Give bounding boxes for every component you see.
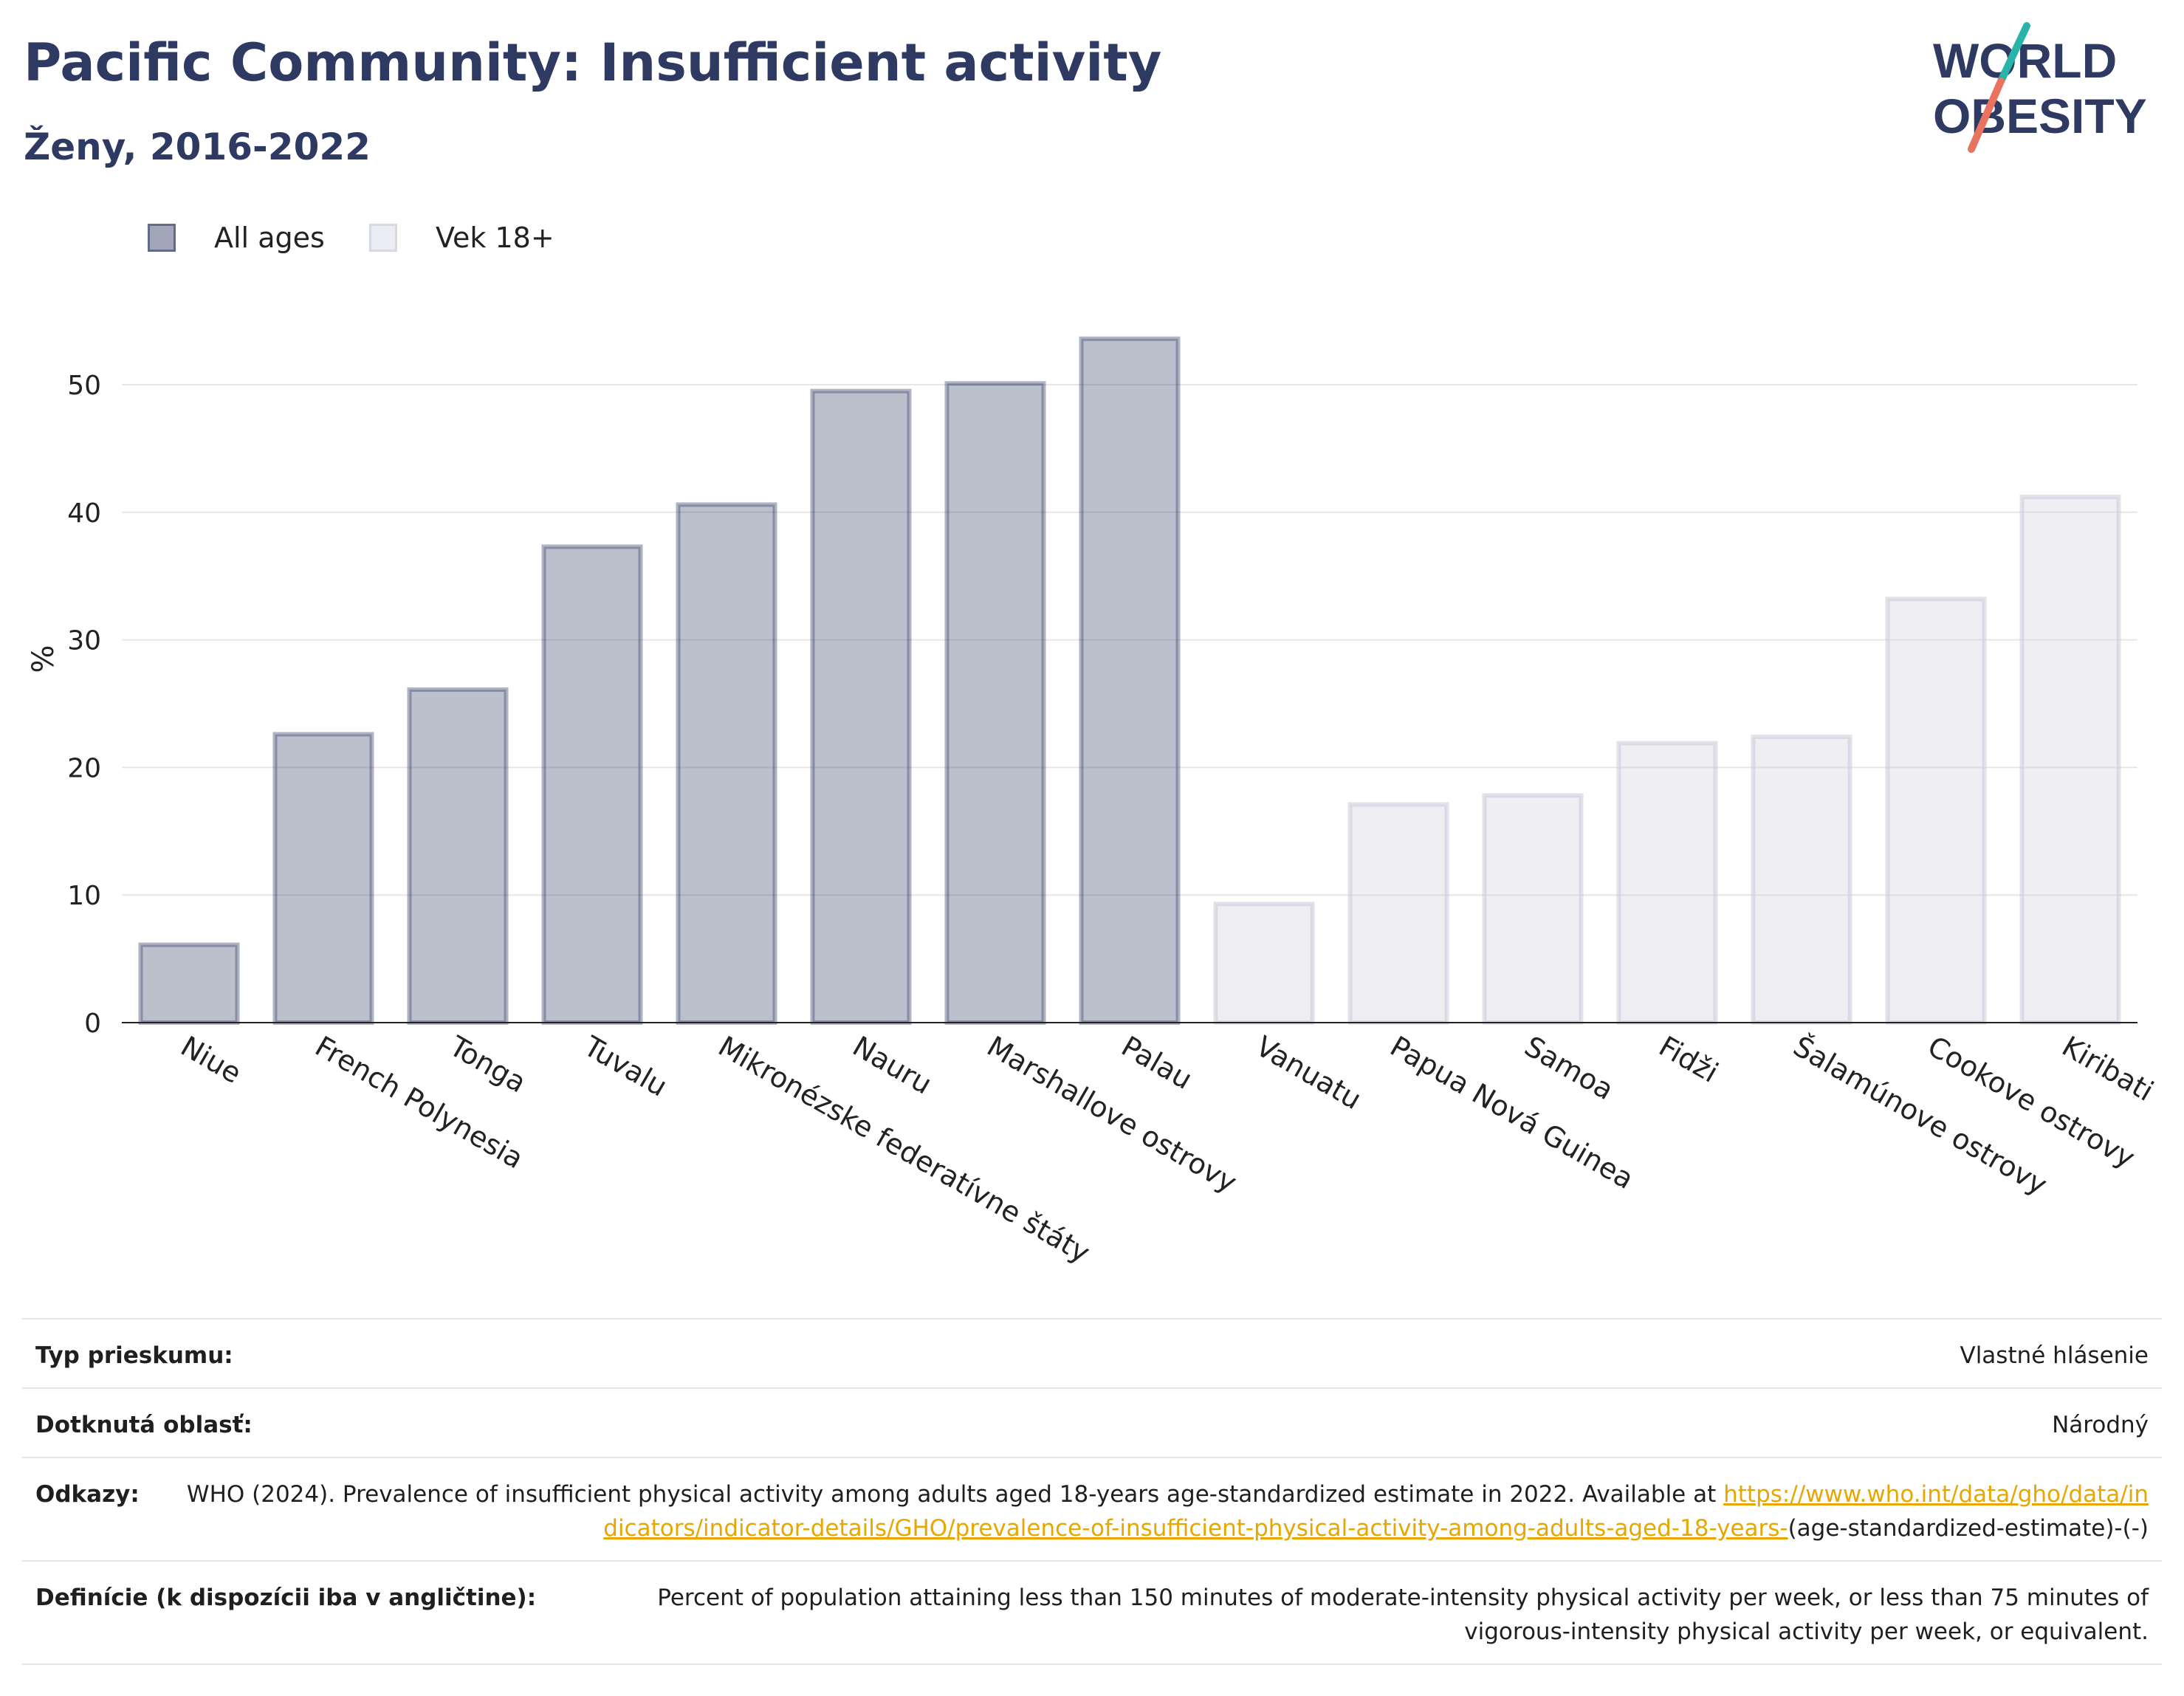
bar-marshallove-ostrovy [944,381,1046,1025]
world-obesity-logo: WORLD OBESITY [1933,22,2147,153]
bar-samoa [1482,793,1584,1026]
x-tick-label-10: Samoa [1519,1030,1619,1107]
bar-kiribati [2019,495,2121,1025]
x-tick-label-14: Kiribati [2057,1030,2160,1108]
legend-label-vek-18: Vek 18+ [436,222,554,254]
references-text: WHO (2024). Prevalence of insufficient p… [186,1481,1724,1508]
logo-line-2: OBESITY [1933,89,2147,143]
bar-palau [1079,336,1181,1025]
x-tick-label-2: Tonga [444,1029,532,1099]
x-tick-label-8: Vanuatu [1251,1030,1367,1116]
bar-mikron-zske-federat-vne-t-ty [676,502,777,1025]
bar-fid-i [1616,741,1718,1025]
x-tick-label-9: Papua Nová Guinea [1385,1030,1640,1195]
x-tick-label-12: Šalamúnove ostrovy [1788,1030,2053,1201]
logo-slash-bottom [1968,78,2005,153]
references-label: Odkazy: [35,1481,140,1508]
x-tick-label-5: Nauru [848,1030,938,1101]
definitions-label: Definície (k dispozícii iba v angličtine… [35,1585,537,1611]
y-tick-label-50: 50 [67,371,101,401]
legend-swatch-all-ages [148,224,176,252]
bar-vanuatu [1213,902,1315,1025]
coverage-value: Národný [2052,1412,2149,1438]
bar-niue [138,942,240,1026]
references-text-after: (age-standardized-estimate)-(-) [1788,1515,2149,1542]
logo-slash-top [1997,22,2030,85]
definitions-value: Percent of population attaining less tha… [657,1585,2149,1645]
info-row-references: Odkazy: WHO (2024). Prevalence of insuff… [22,1457,2162,1560]
references-value: WHO (2024). Prevalence of insufficient p… [184,1477,2149,1545]
bar-tonga [407,687,509,1025]
info-row-survey-type: Typ prieskumu: Vlastné hlásenie [22,1318,2162,1387]
survey-type-value: Vlastné hlásenie [1960,1342,2149,1369]
y-tick-label-10: 10 [67,881,101,911]
legend-swatch-vek-18 [369,224,397,252]
y-tick-label-0: 0 [84,1009,101,1039]
y-tick-label-20: 20 [67,753,101,783]
references-link[interactable]: https://www.who.int/data/gho/data/indica… [603,1481,2149,1542]
coverage-label: Dotknutá oblasť: [35,1412,253,1438]
survey-type-label: Typ prieskumu: [35,1342,233,1369]
y-tick-label-30: 30 [67,626,101,656]
info-table: Typ prieskumu: Vlastné hlásenie Dotknutá… [22,1318,2162,1665]
bar-nauru [810,388,912,1025]
bar-cookove-ostrovy [1885,597,1987,1025]
bar-papua-nov-guinea [1347,802,1449,1025]
x-tick-label-11: Fidži [1654,1030,1724,1089]
x-tick-label-6: Marshallove ostrovy [982,1030,1243,1199]
y-tick-label-40: 40 [67,498,101,529]
chart-title: Pacific Community: Insufficient activity [24,32,1162,93]
info-row-coverage: Dotknutá oblasť: Národný [22,1387,2162,1457]
bar--alam-nove-ostrovy [1751,734,1852,1025]
info-row-definitions: Definície (k dispozícii iba v angličtine… [22,1560,2162,1665]
chart-subtitle: Ženy, 2016-2022 [24,126,371,168]
bar-tuvalu [541,544,643,1025]
legend-label-all-ages: All ages [214,222,325,254]
bar-french-polynesia [272,732,374,1025]
x-tick-label-7: Palau [1116,1030,1198,1096]
y-axis-title: % [27,645,61,673]
x-tick-label-3: Tuvalu [578,1029,673,1103]
logo-line-1: WORLD [1933,33,2117,88]
x-tick-label-0: Niue [176,1030,247,1090]
